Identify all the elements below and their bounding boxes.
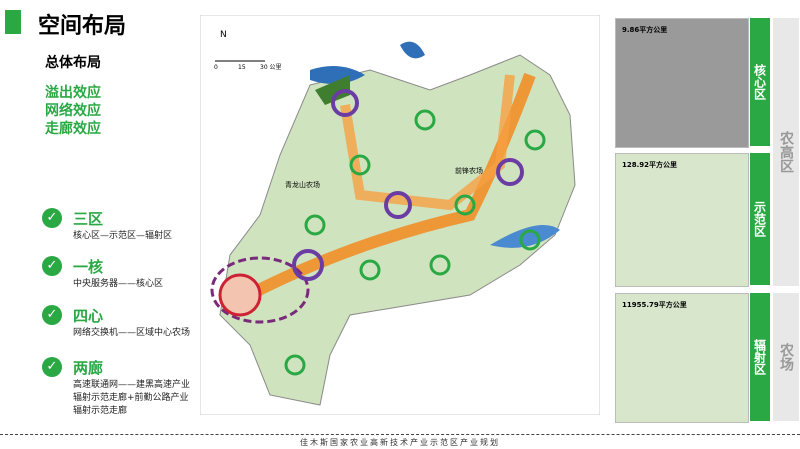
item-title: 三区 xyxy=(73,210,104,228)
item-title: 两廊 xyxy=(73,359,104,377)
effect: 网络效应 xyxy=(45,103,101,119)
scale-label: 30 公里 xyxy=(260,64,282,71)
scale-label: 0 xyxy=(214,64,218,71)
group-label: 农场 xyxy=(773,293,799,421)
effect: 溢出效应 xyxy=(45,85,101,101)
thumbnail: 128.92平方公里 xyxy=(615,153,749,287)
effect: 走廊效应 xyxy=(45,121,101,137)
effects: 溢出效应 网络效应 走廊效应 xyxy=(45,84,101,138)
thumbnail: 11955.79平方公里 xyxy=(615,293,749,423)
subtitle: 总体布局 xyxy=(45,55,101,71)
check-icon: ✓ xyxy=(42,305,62,325)
item-desc: 核心区—示范区—辐射区 xyxy=(73,231,173,241)
check-icon: ✓ xyxy=(42,208,62,228)
area-label: 128.92平方公里 xyxy=(622,161,678,169)
check-icon: ✓ xyxy=(42,256,62,276)
footer-line xyxy=(0,434,800,435)
item-desc: 中央服务器——核心区 xyxy=(73,279,164,289)
map: N 0 15 30 公里 青龙山农场 前锋农场 xyxy=(200,15,600,415)
item-desc: 高速联通网——建黑高速产业辐射示范走廊+前勤公路产业辐射示范走廊 xyxy=(73,380,191,416)
map-label: 青龙山农场 xyxy=(285,180,320,189)
area-label: 9.86平方公里 xyxy=(622,26,668,34)
scale-label: 15 xyxy=(238,64,246,71)
group-label: 农高区 xyxy=(773,18,799,286)
footer: 佳木斯国家农业高新技术产业示范区产业规划 xyxy=(300,438,500,447)
zone-label: 核心区 xyxy=(750,18,770,146)
title-bar xyxy=(5,10,21,34)
map-label: 前锋农场 xyxy=(455,166,483,175)
zone-label: 示范区 xyxy=(750,153,770,285)
item-desc: 网络交换机——区域中心农场 xyxy=(73,328,191,338)
north: N xyxy=(220,30,227,40)
item-title: 一核 xyxy=(73,258,104,276)
thumbnail: 9.86平方公里 xyxy=(615,18,749,148)
item-title: 四心 xyxy=(73,307,104,325)
zone-label: 辐射区 xyxy=(750,293,770,421)
check-icon: ✓ xyxy=(42,357,62,377)
area-label: 11955.79平方公里 xyxy=(622,301,687,309)
title: 空间布局 xyxy=(38,14,127,39)
